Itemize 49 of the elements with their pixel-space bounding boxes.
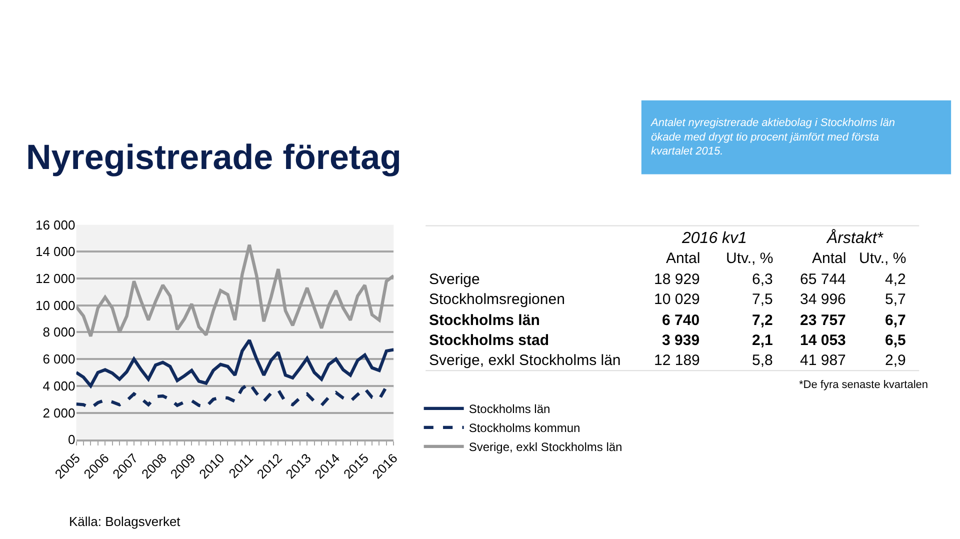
y-tick-label: 4 000 <box>42 378 76 394</box>
data-label: 4,2 <box>885 271 906 288</box>
legend-label: Stockholms län <box>468 402 550 416</box>
chart-title: Nyregistrerade företag <box>26 138 402 177</box>
text: Årstakt* <box>826 229 884 247</box>
data-label: 6,5 <box>885 332 906 349</box>
legend-label: Sverige, exkl Stockholms län <box>468 440 622 454</box>
data-label: 2,9 <box>885 352 906 369</box>
category-label: Sverige, exkl Stockholms län <box>429 352 621 369</box>
data-label: 3 939 <box>662 332 700 349</box>
data-label: 10 029 <box>654 291 700 308</box>
y-tick-label: 10 000 <box>35 298 76 313</box>
text: Antal <box>812 250 846 267</box>
category-label: Sverige <box>429 271 480 288</box>
category-label: Stockholms stad <box>429 332 550 349</box>
data-label: 65 744 <box>800 271 846 288</box>
data-label: 7,5 <box>752 291 773 308</box>
text: 2016 kv1 <box>681 230 747 247</box>
data-label: 5,7 <box>885 291 906 308</box>
text: Utv., % <box>859 250 906 267</box>
data-label: 34 996 <box>800 291 846 308</box>
data-label: 7,2 <box>752 312 773 329</box>
text: *De fyra senaste kvartalen <box>799 379 928 391</box>
data-label: 23 757 <box>800 312 846 329</box>
y-tick-label: 2 000 <box>42 405 76 420</box>
data-label: 41 987 <box>800 352 846 369</box>
data-label: 6,3 <box>752 271 773 288</box>
line-series <box>76 338 394 388</box>
y-tick-label: 8 000 <box>42 324 76 340</box>
data-label: 14 053 <box>800 332 846 349</box>
y-tick-label: 14 000 <box>35 244 76 260</box>
legend-label: Stockholms kommun <box>468 421 580 436</box>
data-label: 18 929 <box>654 271 700 288</box>
text: Antal <box>666 250 700 267</box>
text: Utv., % <box>726 250 774 267</box>
y-tick-label: 12 000 <box>35 271 76 286</box>
text: Antalet nyregistrerade aktiebolag i Stockholms län ökade med drygt tio procent jämfört med första kvartalet 2015. <box>650 117 895 158</box>
y-tick-label: 0 <box>68 432 76 448</box>
category-label: Stockholmsregionen <box>429 291 565 308</box>
line-series <box>76 243 394 338</box>
y-tick-label: 6 000 <box>42 352 76 367</box>
data-label: 6 740 <box>662 312 700 329</box>
category-label: Stockholms län <box>429 312 540 329</box>
y-tick-label: 16 000 <box>35 217 76 232</box>
data-label: 5,8 <box>752 352 773 369</box>
data-label: 6,7 <box>885 312 906 329</box>
data-label: 2,1 <box>752 332 773 349</box>
text: Källa: Bolagsverket <box>69 514 181 529</box>
data-label: 12 189 <box>654 352 700 369</box>
